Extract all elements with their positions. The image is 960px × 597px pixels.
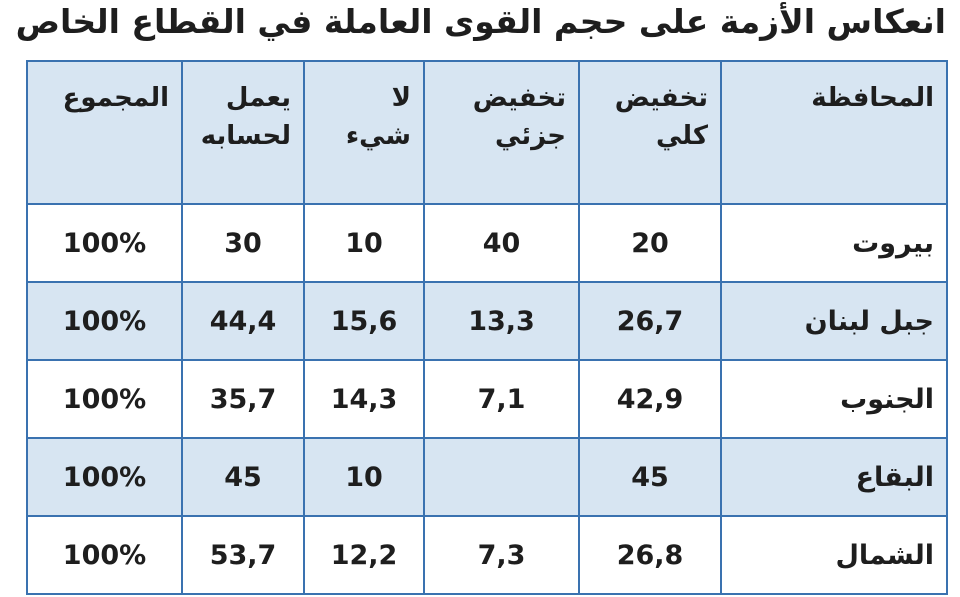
table-cell: 100% — [26, 281, 183, 361]
table-cell: 42,9 — [578, 359, 722, 439]
row-label: بيروت — [720, 203, 948, 283]
table-title: انعكاس الأزمة على حجم القوى العاملة في ا… — [15, 2, 946, 41]
table-cell: 20 — [578, 203, 722, 283]
table-cell: 35,7 — [181, 359, 305, 439]
table-cell: 30 — [181, 203, 305, 283]
table-cell: 10 — [303, 437, 425, 517]
table-cell: 53,7 — [181, 515, 305, 595]
table-cell: 100% — [26, 515, 183, 595]
table-cell: 13,3 — [423, 281, 580, 361]
table-row: جبل لبنان 26,7 13,3 15,6 44,4 100% — [26, 281, 948, 361]
table-row: بيروت 20 40 10 30 100% — [26, 203, 948, 283]
header-cell: تخفيض جزئي — [423, 60, 580, 205]
header-cell: يعمل لحسابه — [181, 60, 305, 205]
empty-cell — [423, 437, 580, 517]
table-cell: 7,1 — [423, 359, 580, 439]
row-label: البقاع — [720, 437, 948, 517]
table-cell: 15,6 — [303, 281, 425, 361]
table-cell: 100% — [26, 437, 183, 517]
table-cell: 100% — [26, 203, 183, 283]
table-cell: 12,2 — [303, 515, 425, 595]
table-cell: 45 — [181, 437, 305, 517]
table-cell: 7,3 — [423, 515, 580, 595]
header-row: المحافظة تخفيض كلي تخفيض جزئي لا شيء يعمل لح… — [26, 60, 948, 205]
row-label: الشمال — [720, 515, 948, 595]
table-cell: 45 — [578, 437, 722, 517]
header-cell: المجموع — [26, 60, 183, 205]
table-cell: 26,7 — [578, 281, 722, 361]
table-cell: 10 — [303, 203, 425, 283]
table-cell: 40 — [423, 203, 580, 283]
table-head: المحافظة تخفيض كلي تخفيض جزئي لا شيء يعمل لح… — [26, 60, 948, 205]
table-cell: 44,4 — [181, 281, 305, 361]
table-cell: 26,8 — [578, 515, 722, 595]
table-row: الجنوب 42,9 7,1 14,3 35,7 100% — [26, 359, 948, 439]
row-label: الجنوب — [720, 359, 948, 439]
data-table: المحافظة تخفيض كلي تخفيض جزئي لا شيء يعمل لح… — [26, 60, 948, 595]
header-cell: تخفيض كلي — [578, 60, 722, 205]
header-cell: لا شيء — [303, 60, 425, 205]
table-row: البقاع 45 10 45 100% — [26, 437, 948, 517]
table-body: بيروت 20 40 10 30 100% جبل لبنان 26,7 13,3 15,6 44… — [26, 203, 948, 595]
header-cell: المحافظة — [720, 60, 948, 205]
table-cell: 14,3 — [303, 359, 425, 439]
table-row: الشمال 26,8 7,3 12,2 53,7 100% — [26, 515, 948, 595]
table-cell: 100% — [26, 359, 183, 439]
row-label: جبل لبنان — [720, 281, 948, 361]
